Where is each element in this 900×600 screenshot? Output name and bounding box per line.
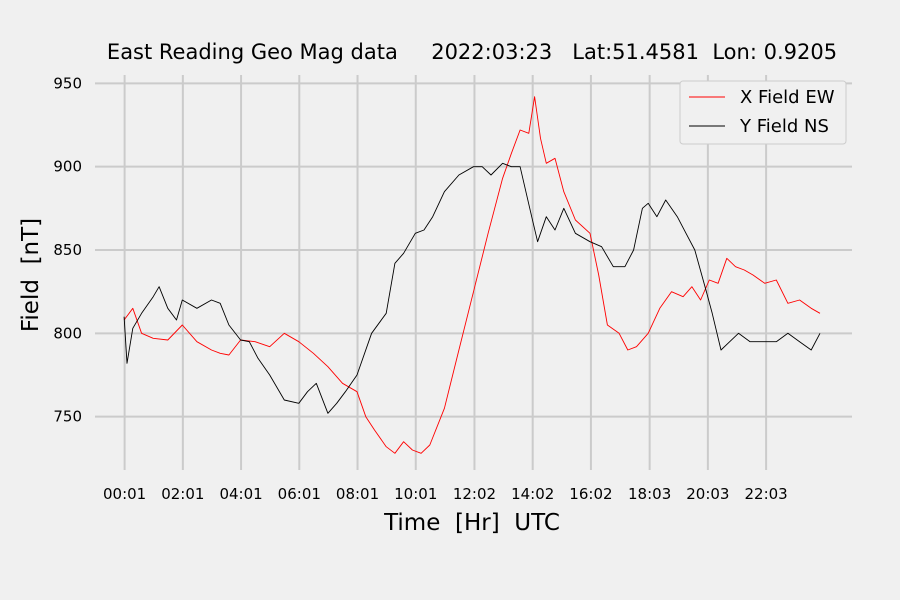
- y-tick-label: 850: [53, 241, 82, 259]
- x-tick-label: 22:03: [744, 485, 787, 503]
- series-lines: [123, 96, 821, 454]
- x-tick-label: 12:02: [453, 485, 496, 503]
- x-tick-label: 18:03: [628, 485, 671, 503]
- y-tick-label: 900: [53, 158, 82, 176]
- chart-title: East Reading Geo Mag data 2022:03:23 Lat…: [107, 40, 837, 64]
- x-tick-label: 02:01: [161, 485, 204, 503]
- y-tick-label: 750: [53, 408, 82, 426]
- y-tick-label: 800: [53, 324, 82, 342]
- series-line-x-field: [123, 96, 821, 454]
- y-tick-label: 950: [53, 74, 82, 92]
- x-tick-label: 20:03: [686, 485, 729, 503]
- x-axis-label: Time [Hr] UTC: [383, 510, 560, 536]
- y-axis-ticks: 750 800 850 900 950: [53, 74, 82, 425]
- legend-label-y-field: Y Field NS: [739, 116, 829, 137]
- legend-label-x-field: X Field EW: [740, 87, 835, 108]
- x-tick-label: 08:01: [336, 485, 379, 503]
- x-tick-label: 14:02: [511, 485, 554, 503]
- x-tick-label: 06:01: [278, 485, 321, 503]
- x-tick-label: 16:02: [569, 485, 612, 503]
- grid: [95, 75, 852, 470]
- x-tick-label: 04:01: [219, 485, 262, 503]
- series-line-y-field: [123, 162, 821, 414]
- x-tick-label: 10:01: [394, 485, 437, 503]
- y-axis-label: Field [nT]: [18, 218, 44, 332]
- x-tick-label: 00:01: [103, 485, 146, 503]
- legend: X Field EW Y Field NS: [679, 80, 847, 145]
- x-axis-ticks: 00:01 02:01 04:01 06:01 08:01 10:01 12:02 14:02…: [103, 485, 788, 503]
